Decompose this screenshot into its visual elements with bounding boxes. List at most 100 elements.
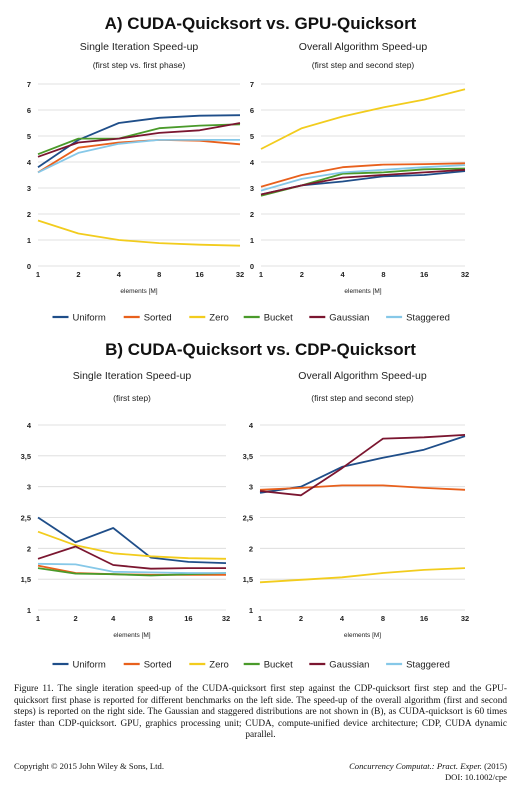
legend-label-gaussian: Gaussian	[329, 313, 369, 324]
x-axis-label: elements [M]	[120, 288, 157, 295]
x-axis-label: elements [M]	[113, 632, 150, 639]
x-tick-label: 16	[420, 614, 428, 623]
y-tick-label: 5	[250, 132, 254, 141]
chart-title: Single Iteration Speed-up	[73, 370, 192, 382]
legend-2: Uniform Sorted Zero Bucket Gaussian Staggered	[52, 660, 450, 671]
y-tick-label: 3,5	[243, 452, 253, 461]
chart-subtitle: (first step)	[113, 393, 151, 403]
chart-3: Single Iteration Speed-up (first step) 1 1,…	[21, 370, 231, 639]
y-tick-label: 1	[250, 236, 254, 245]
x-tick-label: 32	[236, 270, 244, 279]
series-line-sorted	[37, 139, 241, 174]
y-tick-label: 4	[27, 421, 32, 430]
y-tick-label: 3,5	[21, 452, 31, 461]
series-line-bucket	[37, 123, 241, 156]
series-line-bucket	[37, 567, 227, 577]
y-tick-label: 1,5	[243, 575, 253, 584]
x-axis-label: elements [M]	[344, 632, 381, 639]
chart-subtitle: (first step vs. first phase)	[93, 60, 186, 70]
x-tick-label: 8	[157, 270, 161, 279]
series-line-zero	[37, 530, 227, 560]
y-tick-label: 6	[27, 106, 31, 115]
y-tick-label: 1	[27, 606, 31, 615]
legend-label-gaussian: Gaussian	[329, 660, 369, 671]
y-tick-label: 4	[250, 158, 255, 167]
y-tick-label: 0	[250, 262, 254, 271]
y-tick-label: 1	[27, 236, 31, 245]
journal-year: (2015)	[484, 761, 507, 771]
y-tick-label: 2	[249, 544, 253, 553]
doi: DOI: 10.1002/cpe	[444, 772, 507, 782]
x-tick-label: 4	[340, 614, 345, 623]
x-tick-label: 8	[381, 614, 385, 623]
x-tick-label: 1	[259, 270, 263, 279]
chart-title: Overall Algorithm Speed-up	[299, 41, 428, 53]
series-line-zero	[259, 567, 466, 584]
legend-label-staggered: Staggered	[406, 660, 450, 671]
journal-reference: Concurrency Computat.: Pract. Exper. (20…	[349, 761, 507, 783]
y-tick-label: 2	[27, 544, 31, 553]
y-tick-label: 2	[27, 210, 31, 219]
series-line-gaussian	[37, 122, 241, 158]
y-tick-label: 3	[27, 483, 31, 492]
x-tick-label: 8	[381, 270, 385, 279]
figure-a-charts: Single Iteration Speed-up (first step vs.…	[27, 41, 469, 324]
y-tick-label: 1,5	[21, 575, 31, 584]
series-line-zero	[37, 219, 241, 247]
x-tick-label: 4	[341, 270, 346, 279]
y-tick-label: 4	[27, 158, 32, 167]
section-b-title: B) CUDA-Quicksort vs. CDP-Quicksort	[105, 340, 416, 359]
y-tick-label: 1	[249, 606, 253, 615]
figure-b-charts: Single Iteration Speed-up (first step) 1 1,…	[21, 370, 470, 671]
x-tick-label: 32	[461, 614, 469, 623]
series-line-uniform	[260, 170, 466, 196]
y-tick-label: 2,5	[21, 514, 31, 523]
x-tick-label: 32	[461, 270, 469, 279]
x-tick-label: 1	[36, 614, 40, 623]
legend-label-zero: Zero	[209, 313, 229, 324]
x-tick-label: 16	[420, 270, 428, 279]
x-tick-label: 1	[258, 614, 262, 623]
y-tick-label: 6	[250, 106, 254, 115]
series-line-staggered	[37, 139, 240, 174]
series-line-gaussian	[260, 168, 466, 196]
y-tick-label: 3	[249, 483, 253, 492]
legend-label-sorted: Sorted	[144, 313, 172, 324]
x-tick-label: 4	[117, 270, 122, 279]
y-tick-label: 7	[250, 80, 254, 89]
series-line-zero	[260, 88, 466, 150]
chart-subtitle: (first step and second step)	[311, 393, 414, 403]
y-tick-label: 3	[250, 184, 254, 193]
legend-label-bucket: Bucket	[264, 313, 293, 324]
series-line-sorted	[260, 162, 466, 188]
chart-2: Overall Algorithm Speed-up (first step an…	[250, 41, 469, 295]
chart-4: Overall Algorithm Speed-up (first step an…	[243, 370, 470, 639]
x-tick-label: 32	[222, 614, 230, 623]
x-axis-label: elements [M]	[344, 288, 381, 295]
section-a-title: A) CUDA-Quicksort vs. GPU-Quicksort	[104, 14, 417, 33]
legend-label-zero: Zero	[209, 660, 229, 671]
x-tick-label: 4	[111, 614, 116, 623]
legend-label-uniform: Uniform	[73, 313, 106, 324]
y-tick-label: 2,5	[243, 514, 253, 523]
series-line-staggered	[37, 562, 226, 574]
series-line-uniform	[259, 435, 466, 494]
journal-name: Concurrency Computat.: Pract. Exper.	[349, 761, 482, 771]
y-tick-label: 0	[27, 262, 31, 271]
chart-title: Single Iteration Speed-up	[80, 41, 199, 53]
legend-label-uniform: Uniform	[73, 660, 106, 671]
x-tick-label: 8	[149, 614, 153, 623]
y-tick-label: 2	[250, 210, 254, 219]
chart-subtitle: (first step and second step)	[312, 60, 415, 70]
y-tick-label: 7	[27, 80, 31, 89]
legend-label-bucket: Bucket	[264, 660, 293, 671]
y-tick-label: 4	[249, 421, 254, 430]
x-tick-label: 2	[76, 270, 80, 279]
series-line-sorted	[259, 484, 466, 491]
chart-title: Overall Algorithm Speed-up	[298, 370, 427, 382]
chart-1: Single Iteration Speed-up (first step vs.…	[27, 41, 244, 295]
x-tick-label: 16	[195, 270, 203, 279]
x-tick-label: 1	[36, 270, 40, 279]
series-line-gaussian	[259, 434, 466, 497]
series-line-gaussian	[37, 545, 226, 570]
